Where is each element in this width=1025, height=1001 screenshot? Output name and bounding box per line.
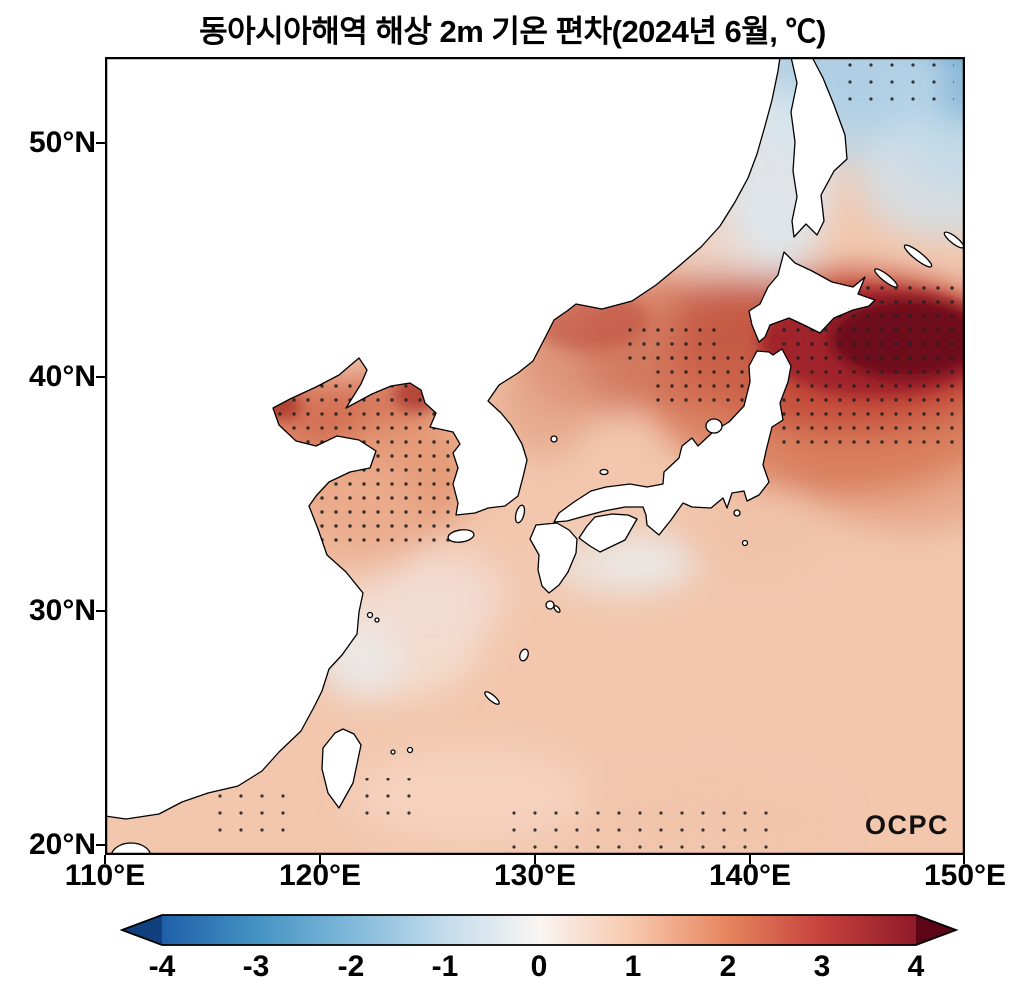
colorbar-bar	[162, 915, 916, 945]
island-taiwan	[321, 728, 362, 809]
cb-tick-m3: -3	[242, 950, 270, 983]
x-tickmark	[319, 855, 321, 864]
y-tickmark	[96, 610, 105, 612]
x-tick-110e: 110°E	[64, 859, 146, 892]
cb-tick-3: 3	[813, 950, 831, 983]
cb-tick-2: 2	[719, 950, 737, 983]
island-hokkaido	[748, 251, 876, 343]
cb-tick-m4: -4	[148, 950, 176, 983]
colorbar-arrow-left	[122, 915, 162, 945]
colorbar	[119, 914, 959, 946]
y-tick-50n: 50°N	[28, 126, 96, 159]
cb-tick-0: 0	[530, 950, 548, 983]
x-tick-120e: 120°E	[278, 859, 362, 892]
cb-tick-m2: -2	[337, 950, 365, 983]
y-tick-20n: 20°N	[28, 828, 96, 861]
y-tickmark	[96, 844, 105, 846]
map-plot: OCPC	[104, 56, 966, 856]
colorbar-arrow-right	[916, 915, 956, 945]
x-tickmark	[534, 855, 536, 864]
x-tick-140e: 140°E	[708, 859, 792, 892]
island-kyushu	[529, 522, 578, 594]
island-shikoku	[578, 513, 638, 553]
x-tick-130e: 130°E	[493, 859, 577, 892]
plot-frame	[104, 56, 966, 856]
x-tickmark	[749, 855, 751, 864]
x-tickmark	[963, 855, 965, 864]
small-islands	[110, 231, 965, 855]
y-tick-40n: 40°N	[28, 360, 96, 393]
island-honshu	[553, 348, 792, 536]
y-tickmark	[96, 376, 105, 378]
ocpc-logo: OCPC	[864, 810, 949, 840]
y-tick-30n: 30°N	[28, 594, 96, 627]
cb-tick-1: 1	[624, 950, 642, 983]
y-tickmark	[96, 142, 105, 144]
x-tickmark	[104, 855, 106, 864]
coastlines	[105, 57, 965, 855]
cb-tick-4: 4	[907, 950, 925, 983]
x-tick-150e: 150°E	[923, 859, 1007, 892]
island-sakhalin	[790, 57, 848, 238]
coast-mainland-asia	[105, 57, 781, 820]
cb-tick-m1: -1	[431, 950, 459, 983]
map-canvas	[104, 56, 966, 856]
chart-title: 동아시아해역 해상 2m 기온 편차(2024년 6월, ℃)	[199, 14, 826, 49]
